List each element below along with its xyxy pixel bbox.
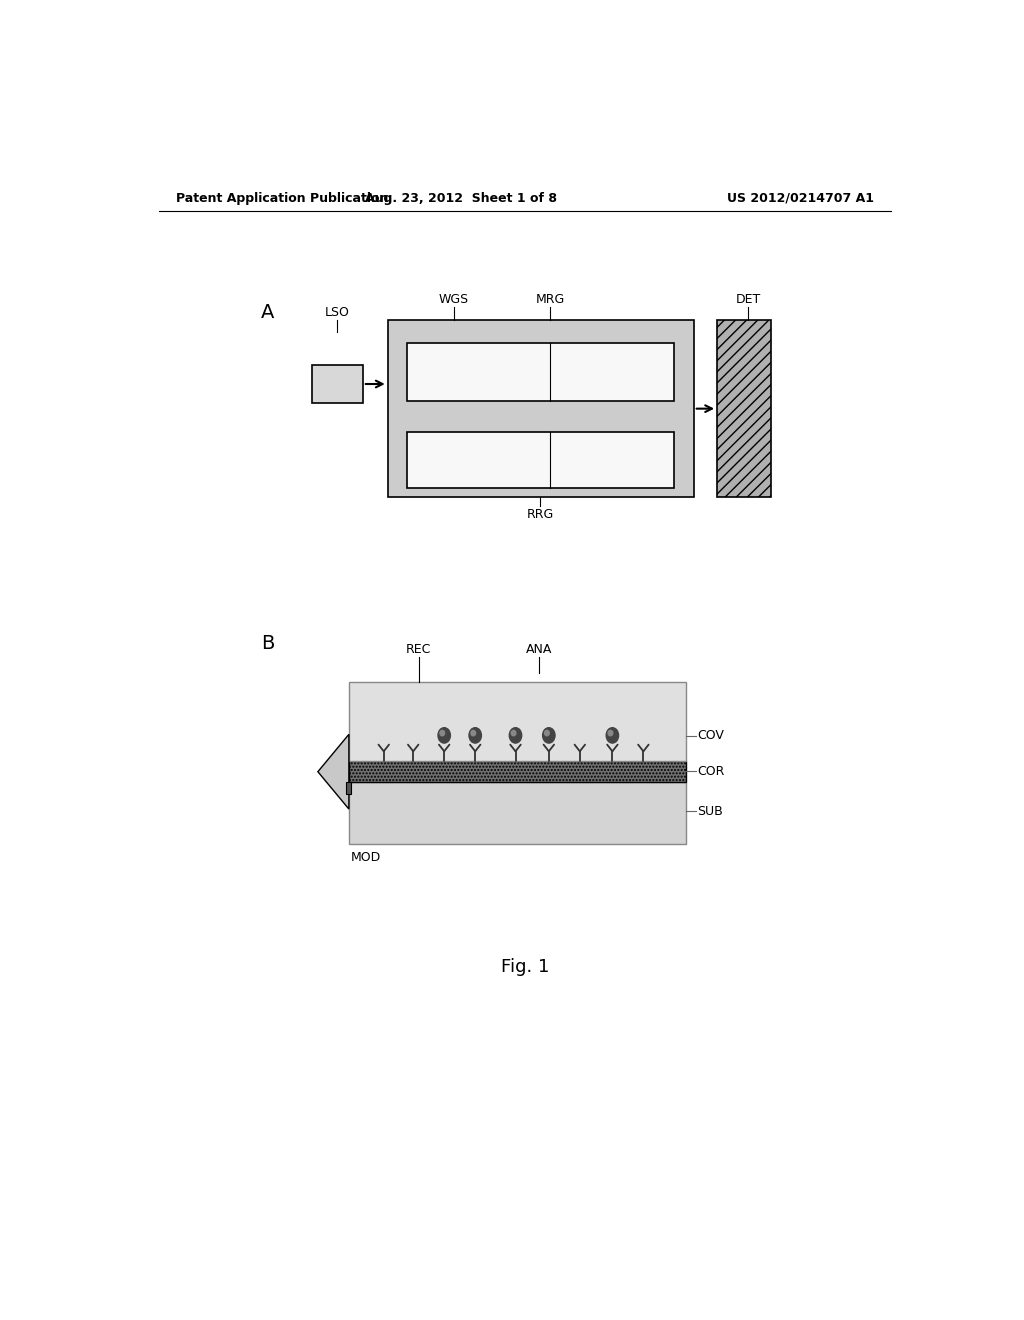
Bar bbox=[388, 321, 693, 498]
Text: COR: COR bbox=[697, 764, 725, 777]
Bar bbox=[349, 682, 686, 762]
Ellipse shape bbox=[471, 730, 475, 735]
Bar bbox=[311, 364, 362, 404]
Text: RRG: RRG bbox=[526, 508, 554, 520]
Text: A: A bbox=[261, 302, 274, 322]
Text: B: B bbox=[261, 634, 274, 653]
Bar bbox=[407, 343, 675, 401]
Bar bbox=[346, 781, 351, 793]
Text: US 2012/0214707 A1: US 2012/0214707 A1 bbox=[727, 191, 873, 205]
Text: DET: DET bbox=[735, 293, 761, 306]
Text: Patent Application Publication: Patent Application Publication bbox=[176, 191, 388, 205]
Text: MOD: MOD bbox=[350, 851, 381, 865]
Ellipse shape bbox=[543, 727, 555, 743]
Text: Fig. 1: Fig. 1 bbox=[501, 958, 549, 975]
Text: SUB: SUB bbox=[697, 805, 723, 818]
Ellipse shape bbox=[440, 730, 444, 735]
Ellipse shape bbox=[545, 730, 549, 735]
Text: WGS: WGS bbox=[438, 293, 469, 306]
Text: ANA: ANA bbox=[525, 643, 552, 656]
Text: COV: COV bbox=[697, 730, 725, 742]
Text: LSO: LSO bbox=[325, 306, 349, 319]
Text: MRG: MRG bbox=[536, 293, 565, 306]
Ellipse shape bbox=[469, 727, 481, 743]
Ellipse shape bbox=[608, 730, 612, 735]
Ellipse shape bbox=[606, 727, 618, 743]
Bar bbox=[407, 432, 675, 488]
Ellipse shape bbox=[509, 727, 521, 743]
Ellipse shape bbox=[511, 730, 516, 735]
Ellipse shape bbox=[438, 727, 451, 743]
Text: REC: REC bbox=[406, 643, 431, 656]
Bar bbox=[349, 781, 686, 843]
Polygon shape bbox=[317, 734, 349, 809]
Text: Aug. 23, 2012  Sheet 1 of 8: Aug. 23, 2012 Sheet 1 of 8 bbox=[366, 191, 557, 205]
Bar bbox=[717, 321, 771, 498]
Bar bbox=[349, 762, 686, 781]
